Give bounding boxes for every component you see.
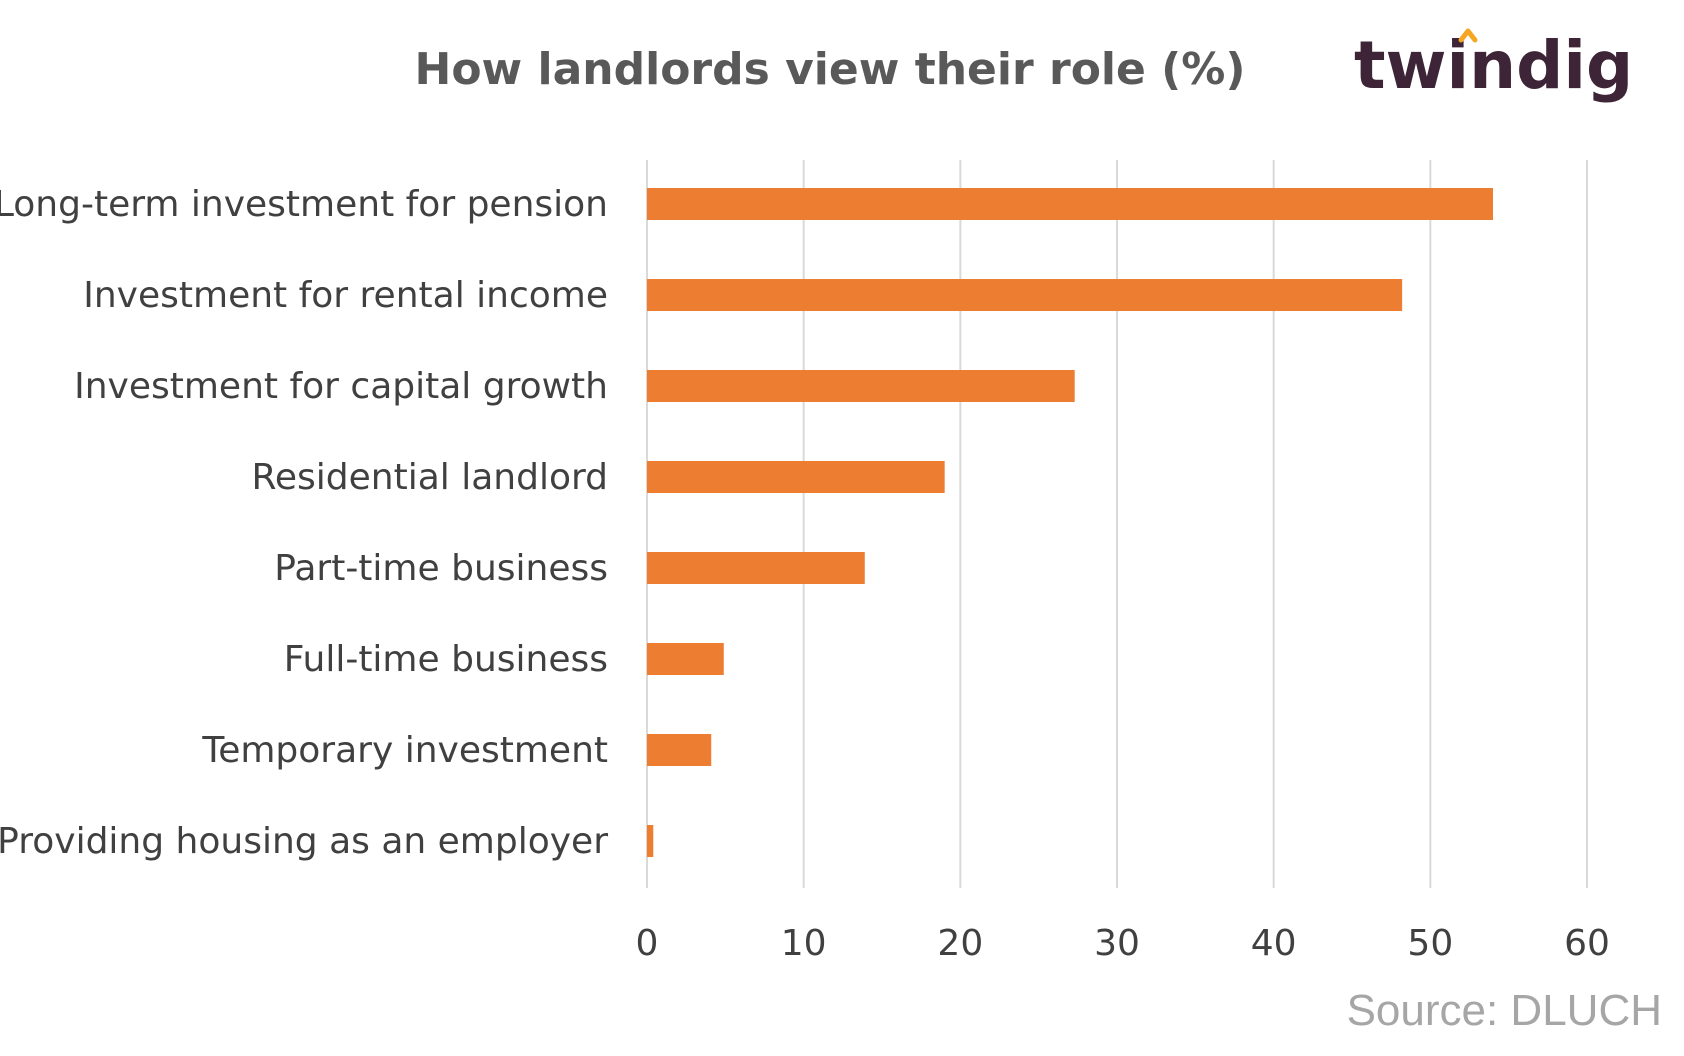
x-tick-label: 30 <box>1094 923 1140 964</box>
x-tick-label: 10 <box>781 923 827 964</box>
chart-title: How landlords view their role (%) <box>415 44 1246 95</box>
bar-5 <box>647 552 865 584</box>
bar-8 <box>647 825 654 857</box>
x-tick-label: 60 <box>1564 923 1610 964</box>
bar-6 <box>647 643 724 675</box>
x-tick-label: 0 <box>636 923 659 964</box>
category-label: Full-time business <box>284 639 608 680</box>
logo-accent-icon <box>1458 28 1478 43</box>
x-tick-label: 50 <box>1407 923 1453 964</box>
bar-2 <box>647 279 1403 311</box>
category-label: Residential landlord <box>251 457 608 498</box>
source-note: Source: DLUCH <box>1347 986 1662 1035</box>
category-label: Providing housing as an employer <box>0 821 608 862</box>
gridlines <box>646 160 1588 888</box>
bar-4 <box>647 461 945 493</box>
category-labels: Long-term investment for pension Investme… <box>0 184 608 862</box>
x-axis-tick-labels: 0 10 20 30 40 50 60 <box>636 923 1610 964</box>
category-label: Investment for rental income <box>83 275 608 316</box>
category-label: Long-term investment for pension <box>0 184 608 225</box>
x-tick-label: 20 <box>937 923 983 964</box>
category-label: Part-time business <box>274 548 608 589</box>
bar-3 <box>647 370 1075 402</box>
bar-7 <box>647 734 712 766</box>
x-tick-label: 40 <box>1251 923 1297 964</box>
logo: twindig <box>1354 27 1633 104</box>
bar-1 <box>647 188 1493 220</box>
category-label: Temporary investment <box>201 730 608 771</box>
category-label: Investment for capital growth <box>74 366 608 407</box>
logo-wordmark: twindig <box>1354 27 1633 104</box>
bars <box>647 188 1493 857</box>
